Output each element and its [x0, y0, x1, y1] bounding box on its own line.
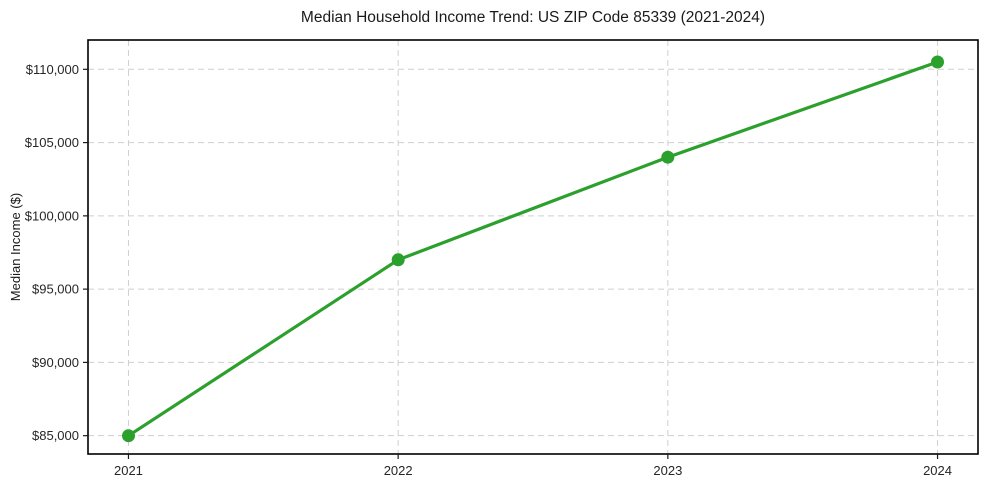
x-tick-label: 2024: [923, 463, 952, 478]
data-series-layer: [122, 55, 944, 443]
y-tick-label: $100,000: [25, 208, 79, 223]
data-point-marker: [661, 150, 675, 164]
x-tick-label: 2023: [653, 463, 682, 478]
y-tick-label: $95,000: [32, 282, 79, 297]
plot-border: [87, 39, 979, 455]
data-point-marker: [391, 253, 405, 267]
income-trend-line: [126, 60, 940, 438]
y-axis-label: Median Income ($): [8, 193, 23, 301]
axis-ticks-layer: [83, 68, 939, 459]
x-tick-label: 2022: [384, 463, 413, 478]
x-tick-label: 2021: [114, 463, 143, 478]
y-tick-label: $105,000: [25, 135, 79, 150]
y-tick-label: $90,000: [32, 355, 79, 370]
tick-labels-layer: $85,000 $90,000 $95,000 $100,000 $105,000 $11…: [25, 62, 952, 478]
data-point-marker: [122, 429, 135, 443]
chart-title: Median Household Income Trend: US ZIP Co…: [301, 9, 765, 26]
gridlines-layer: [88, 40, 978, 454]
data-point-marker: [931, 55, 944, 69]
y-tick-label: $110,000: [26, 62, 79, 77]
y-tick-label: $85,000: [32, 428, 79, 443]
